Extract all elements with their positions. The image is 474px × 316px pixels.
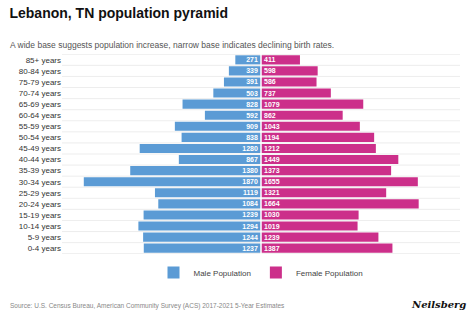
svg-text:1119: 1119 <box>243 189 258 196</box>
svg-text:1387: 1387 <box>264 245 280 252</box>
svg-text:40-44 years: 40-44 years <box>19 155 61 164</box>
svg-text:1019: 1019 <box>264 223 280 230</box>
svg-text:Lebanon, TN population pyramid: Lebanon, TN population pyramid <box>9 5 228 21</box>
svg-text:Male Population: Male Population <box>194 269 251 278</box>
svg-text:1280: 1280 <box>242 145 258 152</box>
svg-text:339: 339 <box>246 67 258 74</box>
svg-text:Neilsberg: Neilsberg <box>411 299 466 310</box>
svg-text:85+ years: 85+ years <box>26 56 61 65</box>
svg-text:65-69 years: 65-69 years <box>19 100 61 109</box>
svg-text:80-84 years: 80-84 years <box>19 67 61 76</box>
svg-text:25-29 years: 25-29 years <box>19 189 61 198</box>
svg-text:867: 867 <box>246 156 258 163</box>
svg-text:586: 586 <box>264 78 276 85</box>
svg-text:45-49 years: 45-49 years <box>19 144 61 153</box>
svg-text:10-14 years: 10-14 years <box>19 222 61 231</box>
svg-text:592: 592 <box>246 112 258 119</box>
svg-text:1194: 1194 <box>264 134 279 141</box>
svg-text:1321: 1321 <box>264 189 280 196</box>
svg-text:1239: 1239 <box>242 211 258 218</box>
svg-text:391: 391 <box>246 78 258 85</box>
svg-text:737: 737 <box>264 90 276 97</box>
svg-text:5-9 years: 5-9 years <box>28 233 61 242</box>
svg-text:271: 271 <box>246 56 258 63</box>
svg-text:15-19 years: 15-19 years <box>19 211 61 220</box>
svg-text:75-79 years: 75-79 years <box>19 78 61 87</box>
svg-text:862: 862 <box>264 112 276 119</box>
svg-text:50-54 years: 50-54 years <box>19 133 61 142</box>
svg-text:30-34 years: 30-34 years <box>19 177 61 186</box>
svg-text:1244: 1244 <box>242 234 258 241</box>
svg-text:0-4 years: 0-4 years <box>28 244 61 253</box>
svg-text:Source: U.S. Census Bureau, Am: Source: U.S. Census Bureau, American Com… <box>10 302 285 310</box>
svg-text:1380: 1380 <box>242 167 258 174</box>
svg-text:838: 838 <box>246 134 258 141</box>
svg-text:1237: 1237 <box>242 245 258 252</box>
svg-text:1084: 1084 <box>242 200 258 207</box>
svg-text:1870: 1870 <box>242 178 258 185</box>
svg-text:1449: 1449 <box>264 156 280 163</box>
svg-text:598: 598 <box>264 67 276 74</box>
svg-text:503: 503 <box>246 90 258 97</box>
svg-text:1079: 1079 <box>264 101 280 108</box>
svg-text:1212: 1212 <box>264 145 280 152</box>
svg-text:1294: 1294 <box>242 223 258 230</box>
svg-text:55-59 years: 55-59 years <box>19 122 61 131</box>
svg-text:1373: 1373 <box>264 167 280 174</box>
svg-text:60-64 years: 60-64 years <box>19 111 61 120</box>
svg-text:1239: 1239 <box>264 234 280 241</box>
svg-text:Female Population: Female Population <box>296 269 363 278</box>
svg-text:70-74 years: 70-74 years <box>19 89 61 98</box>
svg-text:20-24 years: 20-24 years <box>19 200 61 209</box>
svg-text:828: 828 <box>246 101 258 108</box>
svg-text:1043: 1043 <box>264 123 280 130</box>
svg-text:1655: 1655 <box>264 178 280 185</box>
svg-text:35-39 years: 35-39 years <box>19 166 61 175</box>
svg-text:909: 909 <box>246 123 258 130</box>
svg-text:1030: 1030 <box>264 211 280 218</box>
svg-text:A wide base suggests populatio: A wide base suggests population increase… <box>10 40 334 50</box>
svg-text:1664: 1664 <box>264 200 280 207</box>
svg-text:411: 411 <box>264 56 275 63</box>
